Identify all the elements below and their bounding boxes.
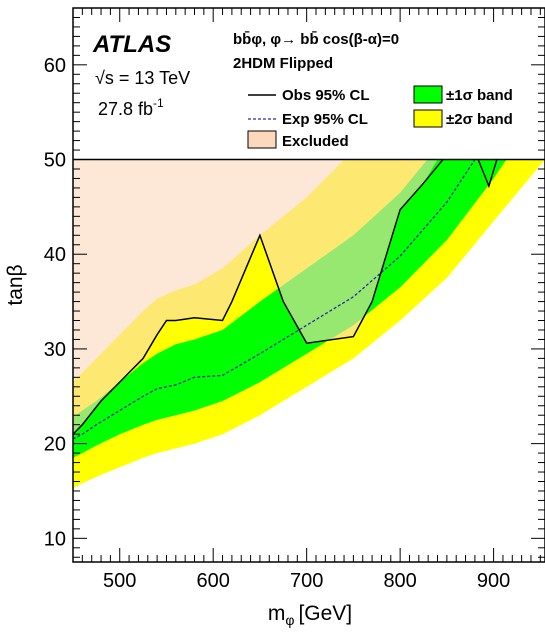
legend-two-sigma-swatch xyxy=(413,109,443,128)
x-tick-label: 600 xyxy=(197,570,230,592)
excluded-region xyxy=(73,140,503,435)
legend-process: bb̄φ, φ→ bb̄ cos(β-α)=0 xyxy=(233,30,399,48)
x-tick-label: 800 xyxy=(383,570,416,592)
legend: bb̄φ, φ→ bb̄ cos(β-α)=0 2HDM Flipped Obs… xyxy=(233,30,513,150)
one-sigma-band xyxy=(73,8,545,458)
axis-tick-labels: 500 600 700 800 900 10 20 30 40 50 60 xyxy=(44,55,511,592)
legend-model: 2HDM Flipped xyxy=(233,55,333,72)
y-tick-label: 50 xyxy=(44,150,66,172)
y-tick-label: 10 xyxy=(44,528,66,550)
legend-background xyxy=(73,8,545,160)
y-axis-title: tanβ xyxy=(4,264,27,305)
plot-area xyxy=(73,8,545,489)
x-tick-label: 900 xyxy=(477,570,510,592)
legend-two-sigma-label: ±2σ band xyxy=(446,111,513,128)
legend-excluded-label: Excluded xyxy=(282,133,349,150)
experiment-label: ATLAS xyxy=(92,31,171,58)
y-tick-label: 60 xyxy=(44,55,66,77)
axis-ticks xyxy=(73,7,545,562)
x-tick-label: 500 xyxy=(103,570,136,592)
legend-excluded-swatch xyxy=(247,130,277,149)
legend-one-sigma-swatch xyxy=(413,85,443,104)
x-tick-label: 700 xyxy=(290,570,323,592)
legend-exp-label: Exp 95% CL xyxy=(282,111,368,128)
luminosity-label: 27.8 fb-1 xyxy=(98,96,164,119)
plot-frame xyxy=(72,7,545,563)
y-tick-label: 20 xyxy=(44,434,66,456)
legend-obs-label: Obs 95% CL xyxy=(282,87,370,104)
legend-one-sigma-label: ±1σ band xyxy=(446,87,513,104)
expected-limit-line xyxy=(73,45,545,440)
x-axis-title: mφ [GeV] xyxy=(268,602,352,628)
energy-label: √s = 13 TeV xyxy=(95,68,190,88)
y-tick-label: 40 xyxy=(44,244,66,266)
y-tick-label: 30 xyxy=(44,339,66,361)
